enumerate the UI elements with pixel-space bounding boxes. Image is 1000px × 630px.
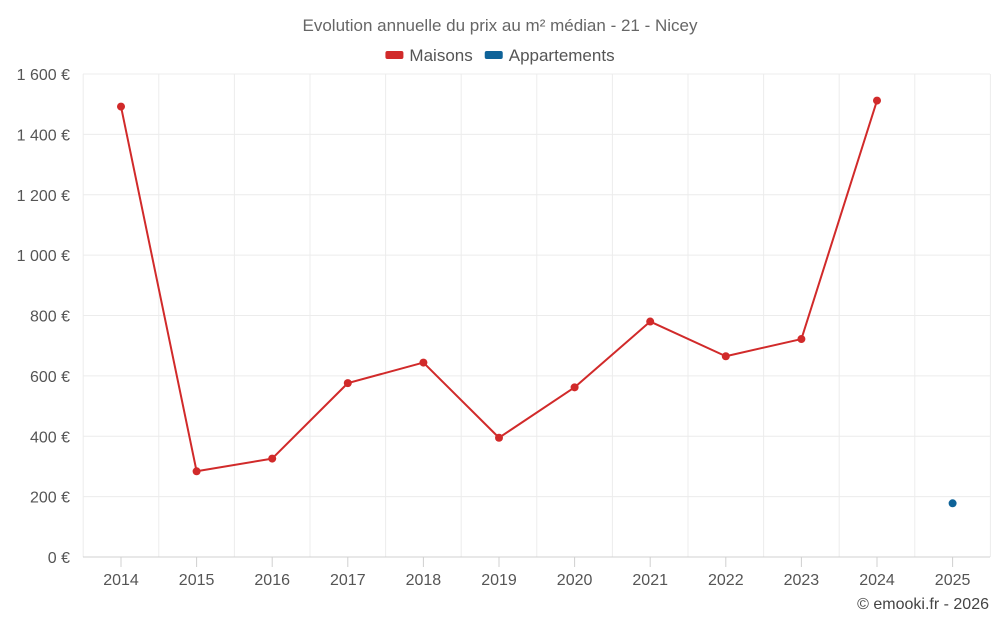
y-gridlines	[83, 73, 990, 498]
legend: Maisons Appartements	[385, 46, 615, 65]
x-tick-label: 2014	[103, 572, 139, 589]
x-tick-label: 2024	[859, 572, 895, 589]
data-point[interactable]	[646, 317, 655, 326]
legend-item-appartements[interactable]: Appartements	[484, 46, 615, 65]
data-point[interactable]	[948, 499, 957, 508]
legend-swatch	[385, 51, 404, 59]
x-tick-label: 2023	[784, 572, 820, 589]
data-point[interactable]	[343, 379, 352, 388]
series-maisons	[117, 96, 881, 476]
y-axis-ticks: 0 € 200 € 400 € 600 € 800 € 1 000 € 1 200 € 1 4…	[17, 67, 70, 567]
series-layer	[117, 96, 957, 508]
data-point[interactable]	[797, 335, 806, 344]
y-tick-label: 400 €	[30, 429, 70, 446]
chart-title: Evolution annuelle du prix au m² médian …	[303, 16, 698, 35]
y-tick-label: 1 600 €	[17, 67, 70, 84]
x-axis-ticks: 2014 2015 2016 2017 2018 2019 2020 2021 2022 2023…	[103, 557, 970, 589]
legend-label: Maisons	[409, 46, 472, 65]
data-point[interactable]	[117, 102, 125, 111]
x-tick-label: 2018	[406, 572, 442, 589]
x-tick-label: 2020	[557, 572, 593, 589]
y-tick-label: 1 400 €	[17, 127, 70, 144]
data-point[interactable]	[873, 96, 881, 105]
legend-label: Appartements	[509, 46, 615, 65]
y-tick-label: 1 000 €	[17, 248, 70, 265]
x-tick-label: 2019	[481, 572, 517, 589]
x-tick-label: 2025	[935, 572, 971, 589]
data-point[interactable]	[268, 454, 277, 463]
data-point[interactable]	[192, 467, 201, 476]
x-tick-label: 2021	[632, 572, 668, 589]
legend-item-maisons[interactable]: Maisons	[385, 46, 473, 65]
data-point[interactable]	[419, 358, 428, 367]
x-tick-label: 2015	[179, 572, 215, 589]
series-appartements	[948, 499, 957, 508]
y-tick-label: 1 200 €	[17, 188, 70, 205]
data-point[interactable]	[721, 352, 730, 361]
y-tick-label: 0 €	[48, 550, 70, 567]
data-point[interactable]	[495, 433, 503, 442]
data-point[interactable]	[570, 383, 579, 392]
y-tick-label: 200 €	[30, 490, 70, 507]
y-tick-label: 800 €	[30, 309, 70, 326]
y-tick-label: 600 €	[30, 369, 70, 386]
x-tick-label: 2016	[254, 572, 290, 589]
x-tick-label: 2017	[330, 572, 366, 589]
credit-text: © emooki.fr - 2026	[857, 596, 989, 613]
legend-swatch	[484, 51, 503, 59]
x-tick-label: 2022	[708, 572, 744, 589]
